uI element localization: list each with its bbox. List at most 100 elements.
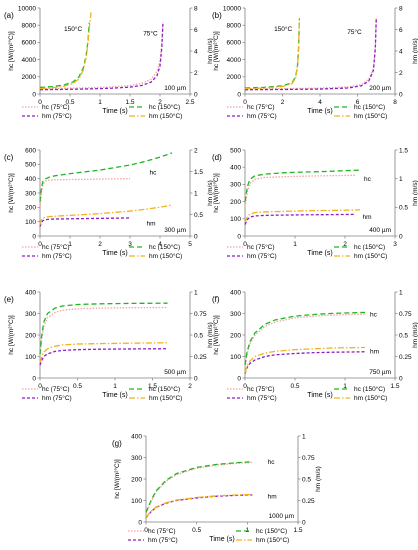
y-tick-label-left: 600 [25,147,36,154]
series-line-hc75 [39,306,168,357]
y-tick-label-right: 4 [194,48,198,55]
annotation: hc [268,459,276,466]
y-tick-label-left: 200 [25,332,36,339]
legend-label-hc75: hc (75°C) [148,527,176,535]
y-tick-label-left: 500 [230,147,241,154]
x-tick-label: 1.5 [125,99,134,106]
y-tick-label-right: 0.75 [399,311,412,318]
x-tick-label: 0 [38,99,42,106]
legend: hc (75°C) hc (150°C) hm (75°C) hm (150°C) [22,243,182,260]
y-tick-label-left: 300 [131,455,142,462]
y-axis-label-left: hc [W/(m²°C)] [7,173,15,213]
legend-label-hc150: hc (150°C) [149,385,180,393]
y-tick-label-left: 0 [32,375,36,382]
y-tick-label-right: 1 [194,190,198,197]
chart-panel-e: (e)0 0.5 1 1.5 2010020030040000.250.50.751Ti… [4,289,214,402]
x-tick-label: 2 [98,241,102,248]
series-line-hm150 [39,204,173,226]
y-tick-label-right: 0.5 [194,212,203,219]
y-tick-label-left: 200 [25,205,36,212]
y-tick-label-right: 0.5 [302,476,311,483]
legend-label-hc75: hc (75°C) [42,243,70,251]
x-tick-label: 4 [318,99,322,106]
y-tick-label-left: 0 [32,233,36,240]
y-tick-label-right: 0.25 [399,354,412,361]
x-tick-label: 0.5 [290,383,299,390]
y-axis-label-left: hc [W/(m²°C)] [212,31,220,71]
chart-panel-b: (b)0 2 4 6 8020004000600080001000002468Time … [212,5,418,120]
series-line-hc75 [145,461,253,514]
y-tick-label-left: 300 [25,190,36,197]
panel-label: (a) [4,11,14,20]
y-tick-label-left: 100 [230,216,241,223]
y-tick-label-left: 0 [237,91,241,98]
x-axis-label: Time (s) [307,108,332,115]
legend-label-hm150: hm (150°C) [354,112,387,120]
y-tick-label-left: 10000 [18,5,36,12]
y-tick-label-left: 400 [230,289,241,296]
y-tick-label-left: 4000 [227,57,242,64]
y-axis-label-left: hc [W/(m²°C)] [212,315,220,355]
y-axis-label-right: hm (m/s) [207,322,214,348]
x-tick-label: 0.5 [192,527,201,534]
y-tick-label-right: 0 [399,233,403,240]
y-tick-label-left: 100 [25,354,36,361]
y-tick-label-right: 0 [194,375,198,382]
y-tick-label-right: 0 [399,375,403,382]
series-line-hm150 [39,12,92,90]
x-axis-label: Time (s) [102,108,127,115]
annotation: hm [268,493,277,500]
y-tick-label-right: 2 [194,147,198,154]
legend-label-hm150: hm (150°C) [354,394,387,402]
x-tick-label: 1 [98,99,102,106]
legend-label-hc75: hc (75°C) [42,385,70,393]
y-tick-label-right: 0.25 [302,498,315,505]
thickness-label: 300 µm [164,227,186,234]
legend-label-hm150: hm (150°C) [149,112,182,120]
x-tick-label: 2 [158,99,162,106]
chart-panel-f: (f)0 0.5 1 1.5010020030040000.250.50.751Tim… [212,289,418,402]
y-tick-label-right: 4 [399,48,403,55]
legend-label-hm75: hm (75°C) [42,252,72,260]
legend-label-hm75: hm (75°C) [247,252,277,260]
x-axis-label: Time (s) [307,392,332,399]
thickness-label: 400 µm [369,227,391,234]
panel-label: (g) [112,439,122,448]
legend-label-hm75: hm (75°C) [247,112,277,120]
annotation: 150°C [64,25,82,33]
series-line-hm75 [244,18,377,91]
y-tick-label-left: 400 [25,176,36,183]
legend-label-hm150: hm (150°C) [149,252,182,260]
y-tick-label-left: 400 [131,433,142,440]
annotation: 75°C [347,28,362,36]
annotation: hm [147,220,156,227]
x-tick-label: 5 [188,241,192,248]
x-tick-label: 1 [293,241,297,248]
annotation: hm [370,348,379,355]
annotation: 150°C [274,25,292,33]
panel-label: (b) [212,11,222,20]
series-line-hc150 [244,169,361,202]
thickness-label: 500 µm [164,369,186,376]
x-axis-label: Time (s) [209,536,234,543]
legend: hc (75°C) hc (150°C) hm (75°C) hm (150°C) [22,385,182,402]
x-tick-label: 1.5 [390,383,399,390]
y-tick-label-left: 0 [138,519,142,526]
x-tick-label: 0 [243,383,247,390]
y-tick-label-left: 6000 [22,40,37,47]
series-line-hc150 [39,152,173,202]
panel-label: (e) [4,295,14,304]
y-tick-label-left: 100 [25,219,36,226]
y-axis-label-right: hm (m/s) [207,180,214,206]
y-tick-label-left: 6000 [227,40,242,47]
y-tick-label-right: 1.5 [194,169,203,176]
y-tick-label-left: 4000 [22,57,37,64]
series-line-hc75 [244,174,356,207]
legend-label-hm150: hm (150°C) [149,394,182,402]
series-line-hm150 [244,18,301,90]
y-tick-label-right: 0.5 [194,332,203,339]
series-line-hm150 [244,346,366,374]
x-tick-label: 2.5 [185,99,194,106]
annotation: hc [364,176,372,183]
y-axis-label-left: hc [W/(m²°C)] [7,31,15,71]
